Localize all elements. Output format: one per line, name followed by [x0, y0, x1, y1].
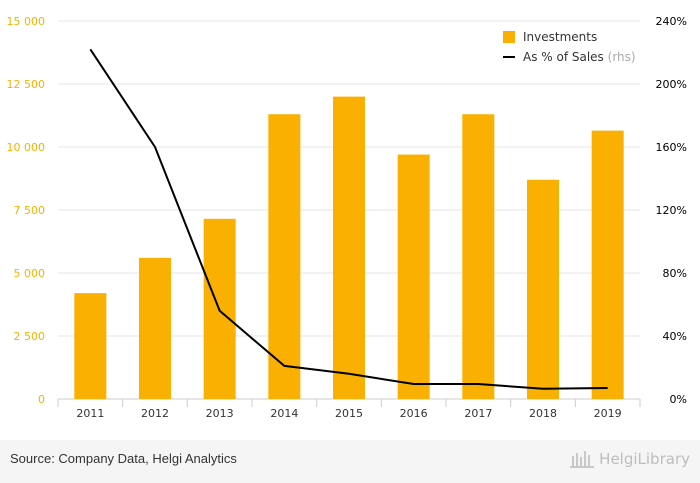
left-axis-tick-label: 7 500	[14, 204, 46, 217]
x-axis-tick-label: 2015	[335, 407, 363, 420]
right-axis-tick-label: 200%	[656, 78, 687, 91]
legend-label-investments: Investments	[523, 30, 597, 44]
line-series	[89, 48, 608, 390]
x-axis-tick-label: 2017	[464, 407, 492, 420]
x-axis-tick-label: 2016	[400, 407, 428, 420]
left-axis-tick-label: 0	[38, 393, 45, 406]
source-note: Source: Company Data, Helgi Analytics	[10, 451, 237, 466]
bar	[333, 96, 365, 399]
bar	[591, 130, 624, 399]
bar	[462, 114, 495, 400]
chart-svg: 0 2 500 5 000 7 500 10 000 12 500 15 000 0% 40% 8…	[7, 15, 688, 420]
x-axis-tick-label: 2011	[76, 407, 104, 420]
x-axis-tick-label: 2014	[270, 407, 298, 420]
left-axis-tick-label: 2 500	[14, 330, 46, 343]
x-axis-tick-label: 2013	[206, 407, 234, 420]
brand-logo[interactable]: HelgiLibrary	[569, 448, 690, 470]
bar	[397, 154, 430, 399]
left-axis-tick-label: 10 000	[7, 141, 46, 154]
legend-label-sales: As % of Sales (rhs)	[523, 50, 636, 64]
right-axis-tick-label: 120%	[656, 204, 687, 217]
bar	[268, 114, 301, 400]
x-axis-tick-label: 2019	[594, 407, 622, 420]
library-icon	[570, 451, 595, 468]
right-axis-tick-label: 0%	[670, 393, 687, 406]
x-axis-tick-label: 2012	[141, 407, 169, 420]
footer: Source: Company Data, Helgi Analytics He…	[0, 440, 700, 483]
bar	[139, 257, 171, 399]
x-axis-tick-label: 2018	[529, 407, 557, 420]
right-axis-tick-label: 240%	[656, 15, 687, 28]
left-axis-tick-label: 15 000	[7, 15, 46, 28]
right-axis-tick-label: 40%	[663, 330, 687, 343]
left-axis-tick-label: 12 500	[7, 78, 46, 91]
legend-note-rhs: (rhs)	[608, 50, 636, 64]
bar	[527, 179, 559, 399]
bar	[74, 293, 107, 399]
right-axis-tick-label: 160%	[656, 141, 687, 154]
brand-name: HelgiLibrary	[599, 450, 690, 468]
right-axis-tick-label: 80%	[663, 267, 687, 280]
left-axis-tick-label: 5 000	[14, 267, 46, 280]
legend-swatch-bar	[503, 31, 515, 43]
